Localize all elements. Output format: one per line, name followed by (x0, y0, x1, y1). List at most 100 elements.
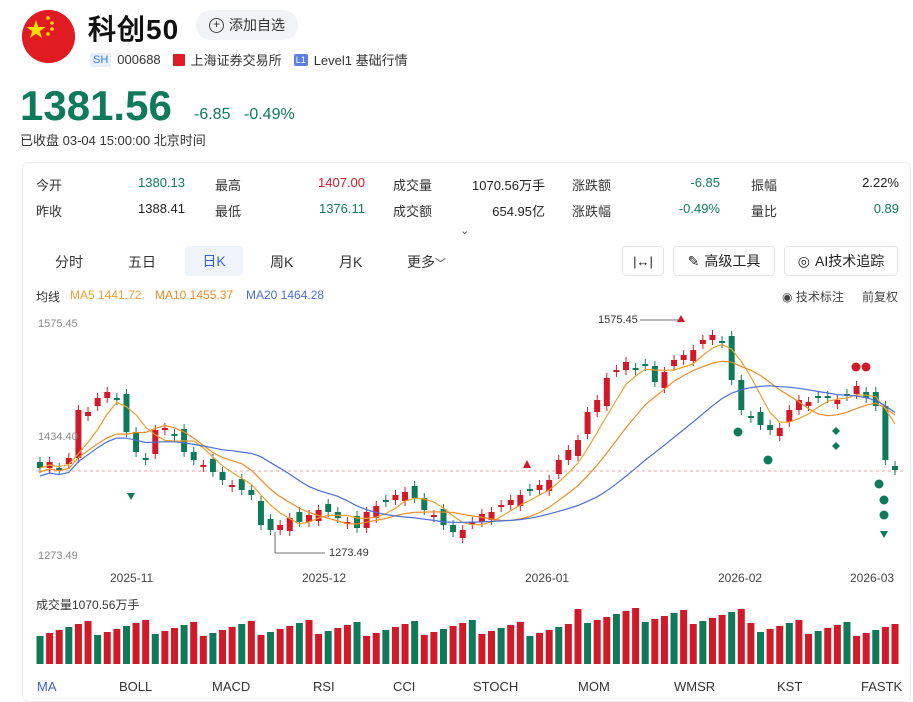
volume-bar (199, 636, 207, 664)
stat-label: 最高 (215, 178, 242, 193)
indicator-cci[interactable]: CCI (393, 679, 416, 694)
candle-body (690, 350, 697, 361)
candle-body (363, 512, 370, 528)
volume-bar (151, 634, 159, 664)
candle-body (565, 450, 572, 460)
stat-value: 0.89 (873, 201, 899, 216)
expand-chevron-icon[interactable]: ⌄ (460, 225, 470, 237)
stat-value: 1388.41 (138, 201, 185, 216)
candle-body (498, 505, 505, 507)
x-label-dec: 2025-12 (302, 571, 347, 585)
indicator-macd[interactable]: MACD (212, 679, 251, 694)
y-min-label: 1273.49 (38, 550, 78, 562)
candle-body (738, 380, 745, 410)
volume-bar (449, 626, 457, 664)
candle-body (767, 425, 774, 430)
candle-body (85, 412, 92, 416)
volume-bar (708, 618, 716, 664)
up-dot-icon (861, 362, 871, 372)
indicator-fastk[interactable]: FASTK (861, 679, 903, 694)
indicator-wmsr[interactable]: WMSR (674, 679, 716, 694)
volume-bar (219, 630, 227, 664)
stat-value: 2.22% (862, 175, 899, 190)
candle-body (834, 400, 841, 404)
advanced-tools-label: 高级工具 (704, 253, 761, 269)
volume-bar (689, 624, 697, 664)
adjust-select[interactable]: 前复权 (862, 290, 899, 304)
candle-body (382, 500, 389, 502)
candle-body (517, 495, 524, 506)
volume-bar (459, 623, 467, 664)
volume-label: 成交量1070.56万手 (36, 598, 140, 612)
tech-mark-toggle[interactable]: ◉ 技术标注 (782, 288, 844, 305)
volume-bar (833, 625, 841, 664)
fit-width-icon: |↔| (633, 253, 653, 269)
add-watchlist-label: 添加自选 (229, 17, 285, 33)
volume-bar (497, 628, 505, 664)
ma10-value: MA10 1455.37 (155, 288, 234, 302)
volume-bar (872, 630, 880, 664)
volume-bar (324, 631, 332, 664)
candle-body (872, 392, 879, 406)
candle-body (507, 500, 514, 505)
candle-body (776, 428, 783, 436)
volume-bar (747, 623, 755, 664)
up-signal-icon (523, 460, 531, 468)
indicator-stoch[interactable]: STOCH (473, 679, 519, 694)
tab-more[interactable]: 更多﹀ (407, 252, 446, 272)
volume-bar (305, 620, 313, 664)
chevron-down-icon: ﹀ (435, 258, 446, 270)
indicator-rsi[interactable]: RSI (313, 679, 335, 694)
volume-bar (853, 636, 861, 664)
volume-bar (718, 615, 726, 664)
indicator-ma[interactable]: MA (37, 679, 57, 694)
volume-bar (94, 635, 102, 664)
candle-body (171, 434, 178, 436)
tab-intraday[interactable]: 分时 (55, 254, 83, 270)
candle-body (853, 386, 860, 394)
indicator-kst[interactable]: KST (777, 679, 803, 694)
ai-tracking-button[interactable]: ◎ AI技术追踪 (784, 246, 898, 276)
ai-icon: ◎ (797, 252, 810, 269)
advanced-tools-button[interactable]: ✎ 高级工具 (673, 246, 775, 276)
range-button[interactable]: |↔| (622, 246, 664, 276)
stat-value: -6.85 (690, 175, 720, 190)
candle-body (709, 335, 716, 340)
stat-value: 1407.00 (318, 175, 365, 190)
add-watchlist-button[interactable]: + 添加自选 (196, 10, 298, 40)
volume-bar (84, 621, 92, 664)
tab-weekly-k[interactable]: 周K (270, 254, 294, 270)
level-text: Level1 基础行情 (313, 53, 408, 68)
indicator-mom[interactable]: MOM (578, 679, 610, 694)
candle-body (37, 462, 43, 468)
volume-bar (430, 632, 438, 664)
volume-bar (507, 625, 515, 664)
volume-bar (584, 623, 592, 664)
plus-icon: + (209, 17, 224, 33)
price-change-pct: -0.49% (244, 106, 295, 123)
volume-bar (680, 610, 688, 664)
volume-bar (660, 616, 668, 664)
candle-body (248, 490, 255, 495)
volume-bar (843, 622, 851, 664)
candle-body (651, 366, 658, 382)
volume-bar (881, 627, 889, 664)
candle-body (209, 459, 216, 472)
candle-body (642, 364, 649, 366)
tab-daily-k[interactable]: 日K (185, 246, 243, 276)
stat-label: 量比 (751, 204, 778, 219)
tab-five-day[interactable]: 五日 (128, 254, 156, 270)
kline-chart[interactable] (0, 300, 913, 600)
candle-body (815, 396, 822, 398)
candle-body (344, 522, 351, 524)
candle-body (450, 525, 457, 532)
volume-bar (209, 633, 217, 664)
up-signal-icon (677, 315, 685, 322)
indicator-boll[interactable]: BOLL (119, 679, 153, 694)
volume-bar (228, 627, 236, 664)
tab-monthly-k[interactable]: 月K (339, 254, 363, 270)
volume-bar (170, 628, 178, 664)
volume-bar (737, 609, 745, 664)
candle-body (478, 514, 485, 522)
candle-body (526, 489, 533, 491)
